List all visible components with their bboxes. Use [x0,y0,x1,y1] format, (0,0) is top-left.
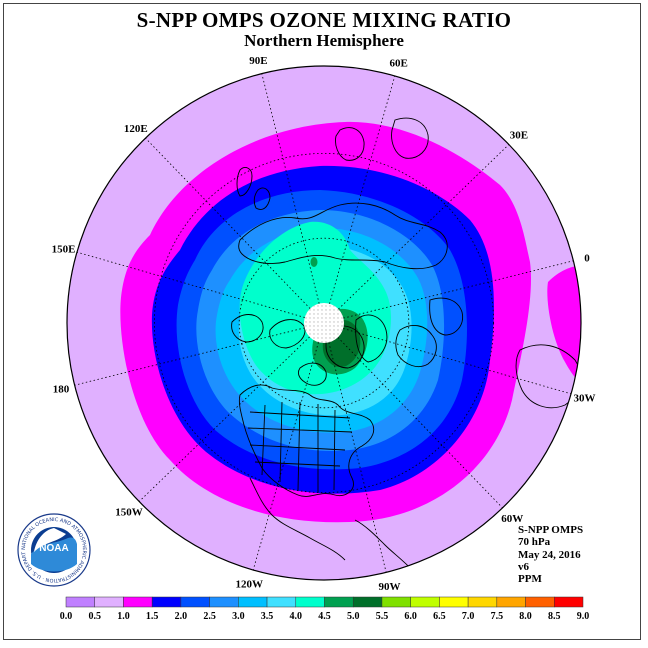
longitude-label: 120E [124,123,148,135]
longitude-label: 90E [249,55,267,67]
info-instrument: S-NPP OMPS [518,524,584,536]
logo-wave [31,537,77,572]
longitude-labels: 90E 60E 30E 0 30W 60W 90W 120W 150W 180 150E 120E [52,55,596,593]
coastlines [231,117,581,580]
meridian-line [74,327,305,386]
logo-text: NOAA [39,543,68,554]
info-level: 70 hPa [518,536,551,549]
product-info: S-NPP OMPS 70 hPa May 24, 2016 v6 PPM [518,524,583,585]
longitude-label: 90W [379,581,401,593]
noaa-logo: NATIONAL OCEANIC AND ATMOSPHERIC ADMINIS… [16,512,91,587]
longitude-label: 120W [236,579,264,591]
meridian-line [343,328,572,395]
longitude-label: 150E [52,243,76,255]
info-units: PPM [518,573,542,586]
map-title: S-NPP OMPS OZONE MIXING RATIO [136,8,512,32]
info-version: v6 [518,560,529,573]
meridian-line [145,137,311,309]
longitude-label: 30W [574,393,596,405]
longitude-label: 60W [501,513,523,525]
longitude-label: 150W [115,506,143,518]
map-subtitle: Northern Hemisphere [244,31,404,50]
longitude-label: 60E [390,57,408,69]
latitude-circle [153,152,495,494]
meridian-line [337,337,503,509]
graticule [74,73,574,573]
longitude-label: 0 [584,252,590,264]
meridian-line [252,342,319,571]
polar-cap-pattern [304,303,344,343]
map-boundary [66,65,582,581]
meridian-line [261,73,320,304]
meridian-line [138,336,310,502]
latitude-circle [238,237,410,409]
figure-frame [3,3,641,640]
contour-spot-4p5 [310,257,318,267]
info-date: May 24, 2016 [518,548,581,561]
logo-bird [34,528,66,552]
longitude-label: 30E [510,130,528,142]
meridian-line [338,144,510,310]
longitude-label: 180 [53,384,70,396]
